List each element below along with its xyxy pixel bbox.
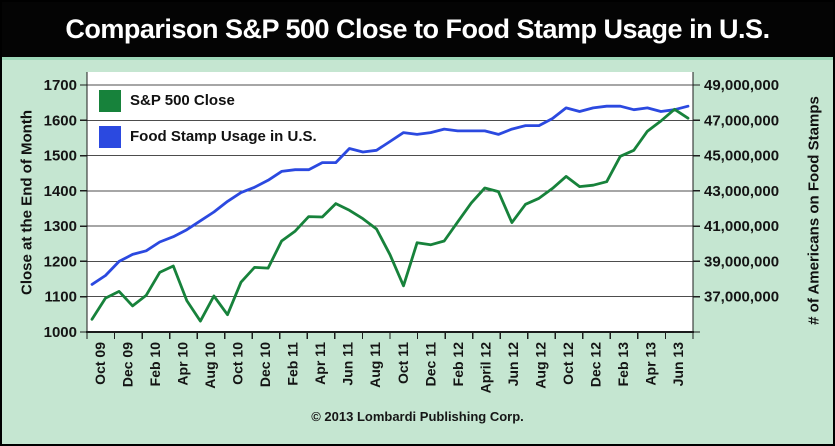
right-axis-tick-label: 47,000,000 bbox=[704, 112, 779, 129]
x-axis-tick-label: Apr 11 bbox=[312, 342, 328, 385]
legend-item-sp500: S&P 500 Close bbox=[99, 89, 317, 112]
right-axis-tick-label: 45,000,000 bbox=[704, 148, 779, 165]
x-axis-tick-label: April 12 bbox=[477, 342, 493, 394]
left-axis-tick-label: 1000 bbox=[44, 324, 77, 341]
x-axis-tick-label: Jun 11 bbox=[340, 342, 356, 386]
title-banner: Comparison S&P 500 Close to Food Stamp U… bbox=[2, 2, 833, 60]
x-axis-tick-label: Oct 10 bbox=[230, 342, 246, 385]
legend-item-foodstamp: Food Stamp Usage in U.S. bbox=[99, 125, 317, 148]
left-axis-tick-label: 1200 bbox=[44, 253, 77, 270]
plot-area bbox=[87, 72, 693, 332]
right-axis-title: # of Americans on Food Stamps bbox=[805, 96, 823, 325]
left-axis-tick-label: 1500 bbox=[44, 148, 77, 165]
right-axis-tick-label: 41,000,000 bbox=[704, 218, 779, 235]
x-axis-tick-label: Aug 12 bbox=[533, 342, 549, 389]
x-axis-tick-label: Apr 10 bbox=[174, 342, 190, 386]
left-axis-title: Close at the End of Month bbox=[18, 110, 36, 295]
left-axis-tick-label: 1300 bbox=[44, 218, 77, 235]
x-axis-tick-label: Oct 12 bbox=[560, 342, 576, 385]
sp500-legend-label: S&P 500 Close bbox=[130, 92, 235, 109]
right-axis-tick-label: 37,000,000 bbox=[704, 289, 779, 306]
x-axis-tick-label: Jun 13 bbox=[670, 342, 686, 387]
copyright-text: © 2013 Lombardi Publishing Corp. bbox=[311, 409, 524, 424]
x-axis-tick-label: Feb 13 bbox=[615, 342, 631, 387]
chart-legend: S&P 500 Close Food Stamp Usage in U.S. bbox=[99, 89, 317, 161]
left-axis-tick-label: 1400 bbox=[44, 183, 77, 200]
x-axis-tick-label: Dec 09 bbox=[119, 342, 135, 387]
x-axis-tick-label: Oct 09 bbox=[92, 342, 108, 385]
foodstamp-series-line bbox=[90, 104, 690, 286]
foodstamp-legend-label: Food Stamp Usage in U.S. bbox=[130, 128, 317, 145]
left-axis-tick-label: 1600 bbox=[44, 112, 77, 129]
right-axis-tick-label: 43,000,000 bbox=[704, 183, 779, 200]
x-axis-tick-label: Jun 12 bbox=[505, 342, 521, 387]
x-axis-tick-label: Feb 11 bbox=[285, 342, 301, 386]
x-axis-tick-label: Feb 10 bbox=[147, 342, 163, 387]
right-axis-tick-label: 49,000,000 bbox=[704, 77, 779, 94]
left-axis-tick-label: 1100 bbox=[44, 289, 77, 306]
foodstamp-legend-swatch bbox=[99, 125, 121, 148]
x-axis-tick-label: Oct 11 bbox=[395, 342, 411, 384]
x-axis-tick-label: Dec 12 bbox=[588, 342, 604, 387]
x-axis-tick-label: Aug 11 bbox=[367, 342, 383, 388]
right-axis-tick-label: 39,000,000 bbox=[704, 253, 779, 270]
left-axis-tick-label: 1700 bbox=[44, 77, 77, 94]
x-axis-tick-label: Aug 10 bbox=[202, 342, 218, 389]
x-axis-tick-label: Feb 12 bbox=[450, 342, 466, 387]
chart-title: Comparison S&P 500 Close to Food Stamp U… bbox=[65, 14, 770, 44]
x-axis-tick-label: Dec 11 bbox=[422, 342, 438, 387]
x-axis-tick-label: Apr 13 bbox=[643, 342, 659, 386]
sp500-legend-swatch bbox=[99, 89, 121, 112]
x-axis-tick-label: Dec 10 bbox=[257, 342, 273, 387]
sp500-series-line bbox=[90, 107, 690, 323]
